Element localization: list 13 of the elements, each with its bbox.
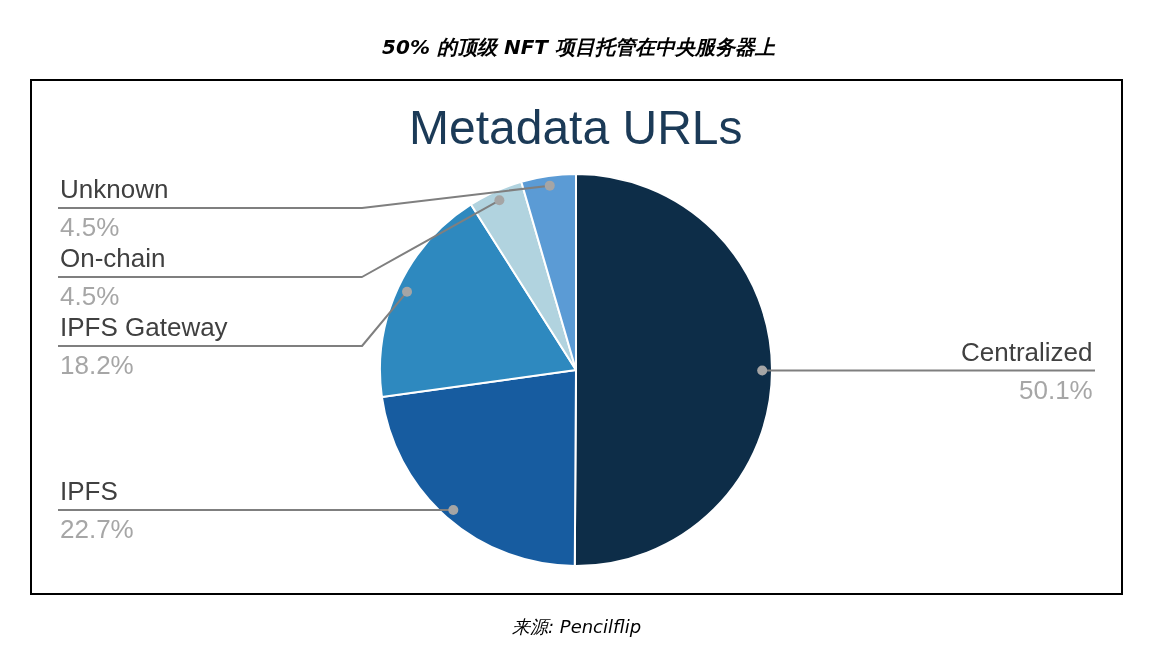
- slice-label: Unknown: [60, 174, 169, 204]
- source-note: 来源: Pencilflip: [512, 616, 642, 637]
- data-label: 4.5%: [60, 212, 120, 242]
- slice-label: Centralized: [961, 337, 1093, 367]
- data-label: 22.7%: [60, 514, 134, 544]
- data-label: 4.5%: [60, 281, 120, 311]
- chart-title: 50% 的顶级 NFT 项目托管在中央服务器上: [382, 35, 776, 59]
- slice-label: IPFS Gateway: [60, 312, 228, 342]
- data-label: 50.1%: [1019, 375, 1093, 405]
- slice-label: IPFS: [60, 476, 118, 506]
- chart-subtitle: Metadata URLs: [409, 101, 743, 154]
- slice-label: On-chain: [60, 243, 166, 273]
- data-label: 18.2%: [60, 350, 134, 380]
